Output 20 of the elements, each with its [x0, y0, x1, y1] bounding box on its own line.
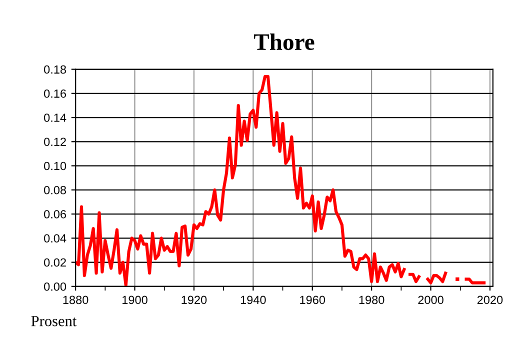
chart-title: Thore: [254, 33, 314, 50]
x-tick-label: 1900: [122, 296, 148, 304]
y-tick-label: 0.00: [44, 282, 66, 291]
y-tick-label: 0.18: [44, 65, 66, 74]
y-tick-label: 0.10: [44, 162, 66, 170]
y-tick-label: 0.14: [44, 114, 66, 122]
y-tick-label: 0.04: [44, 234, 66, 243]
y-tick-label: 0.02: [44, 258, 66, 267]
x-tick-label: 1960: [300, 296, 326, 304]
x-tick-label: 1880: [63, 296, 88, 304]
x-tick-label: 2000: [418, 296, 444, 304]
x-tick-label: 2020: [477, 296, 503, 304]
x-tick-label: 1920: [182, 296, 207, 304]
y-tick-label: 0.08: [44, 186, 66, 194]
y-tick-label: 0.16: [44, 89, 66, 98]
y-tick-label: 0.12: [44, 138, 66, 146]
y-axis-title: Prosent: [31, 316, 77, 326]
x-tick-label: 1980: [359, 296, 384, 304]
y-tick-label: 0.06: [44, 210, 66, 218]
x-tick-label: 1940: [240, 296, 266, 304]
